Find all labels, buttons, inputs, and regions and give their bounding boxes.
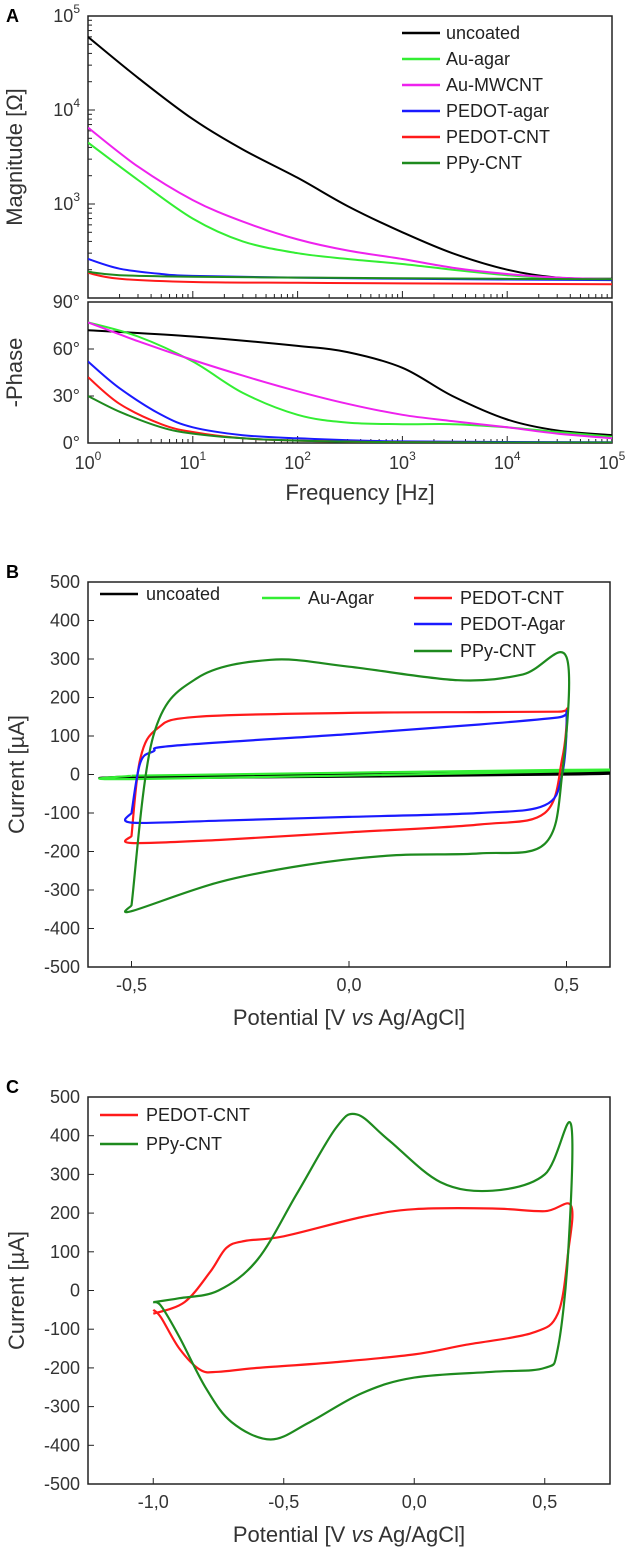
x-tick-label: 0,5	[532, 1492, 557, 1512]
y-tick-label: -500	[44, 957, 80, 977]
x-tick-label: -0,5	[268, 1492, 299, 1512]
magnitude-y-tick-label: 105	[53, 2, 80, 26]
x-tick-label: 0,5	[554, 975, 579, 995]
y-tick-label: 400	[50, 1126, 80, 1146]
frequency-axis-label: Frequency [Hz]	[285, 480, 434, 505]
magnitude-series-pedot-cnt	[88, 271, 612, 286]
legend-entry: PEDOT-CNT	[460, 588, 564, 608]
phase-series-au-mwcnt	[88, 321, 612, 440]
y-tick-label: -300	[44, 880, 80, 900]
y-tick-label: 100	[50, 1242, 80, 1262]
legend-entry: uncoated	[446, 23, 520, 43]
y-tick-label: -400	[44, 919, 80, 939]
legend-entry: PEDOT-CNT	[146, 1105, 250, 1125]
panel-c-label: C	[6, 1077, 19, 1097]
x-axis-label: Potential [V vs Ag/AgCl]	[233, 1005, 465, 1030]
y-tick-label: 100	[50, 726, 80, 746]
y-axis-label: Current [µA]	[4, 1231, 29, 1350]
x-tick-label: -0,5	[116, 975, 147, 995]
phase-y-tick-label: 30°	[53, 386, 80, 406]
phase-series-au-agar	[88, 321, 612, 438]
series-ppy-cnt	[124, 651, 571, 914]
frequency-tick-label: 104	[494, 449, 521, 473]
legend-entry: PEDOT-Agar	[460, 614, 565, 634]
phase-series-ppy-cnt	[88, 395, 612, 443]
y-tick-label: -400	[44, 1435, 80, 1455]
panel-c: C 500 400 300 200 100 0 -100 -200 -300 -400 -500 -1,…	[4, 1077, 611, 1547]
x-axis-label: Potential [V vs Ag/AgCl]	[233, 1522, 465, 1547]
y-tick-label: 200	[50, 1203, 80, 1223]
phase-y-tick-label: 90°	[53, 292, 80, 312]
legend-entry: Au-Agar	[308, 588, 374, 608]
phase-series-uncoated	[88, 329, 612, 437]
magnitude-series-ppy-cnt	[88, 270, 612, 281]
plot-frame	[87, 1096, 611, 1485]
y-tick-label: -200	[44, 1358, 80, 1378]
frequency-tick-label: 102	[284, 449, 311, 473]
legend-entry: uncoated	[146, 584, 220, 604]
magnitude-series-uncoated	[88, 36, 612, 280]
legend-entry: PEDOT-agar	[446, 101, 549, 121]
y-tick-label: 0	[70, 765, 80, 785]
y-tick-label: 300	[50, 1164, 80, 1184]
series-pedot-agar	[124, 709, 569, 825]
y-tick-label: 500	[50, 572, 80, 592]
y-tick-label: -100	[44, 803, 80, 823]
y-tick-label: 500	[50, 1087, 80, 1107]
legend-entry: PEDOT-CNT	[446, 127, 550, 147]
y-tick-label: 400	[50, 611, 80, 631]
legend-entry: Au-MWCNT	[446, 75, 543, 95]
phase-series-pedot-cnt	[88, 376, 612, 443]
frequency-tick-label: 103	[389, 449, 416, 473]
magnitude-y-axis-label: Magnitude [Ω]	[2, 88, 27, 226]
panel-a-label: A	[6, 6, 19, 26]
y-axis-label: Current [µA]	[4, 715, 29, 834]
legend-entry: PPy-CNT	[460, 641, 536, 661]
frequency-tick-label: 100	[75, 449, 102, 473]
y-tick-label: -500	[44, 1474, 80, 1494]
y-tick-label: -200	[44, 842, 80, 862]
frequency-tick-label: 105	[599, 449, 626, 473]
magnitude-y-tick-label: 104	[53, 96, 80, 120]
x-tick-label: 0,0	[402, 1492, 427, 1512]
y-tick-label: 300	[50, 649, 80, 669]
panel-a: A 103 104 105 Magnitude [Ω] 0° 30° 60° 90° -Phase…	[2, 2, 626, 505]
x-tick-label: 0,0	[336, 975, 361, 995]
y-tick-label: 200	[50, 688, 80, 708]
panel-b: B 500 400 300 200 100 0 -100 -200 -300 -400 -500 -0,…	[4, 562, 611, 1030]
series-pedot-cnt	[152, 1202, 574, 1374]
magnitude-series-au-agar	[88, 141, 612, 281]
panel-b-label: B	[6, 562, 19, 582]
magnitude-y-tick-label: 103	[53, 190, 80, 214]
magnitude-plot-frame	[87, 15, 613, 299]
legend-entry: PPy-CNT	[146, 1134, 222, 1154]
x-tick-label: -1,0	[138, 1492, 169, 1512]
phase-plot-frame	[87, 301, 613, 444]
phase-y-axis-label: -Phase	[2, 338, 27, 408]
phase-y-tick-label: 0°	[63, 433, 80, 453]
magnitude-series-au-mwcnt	[88, 126, 612, 281]
frequency-tick-label: 101	[179, 449, 206, 473]
series-au-agar	[98, 768, 610, 781]
series-ppy-cnt	[152, 1112, 574, 1441]
y-tick-label: -300	[44, 1397, 80, 1417]
y-tick-label: -100	[44, 1319, 80, 1339]
legend-entry: PPy-CNT	[446, 153, 522, 173]
legend-entry: Au-agar	[446, 49, 510, 69]
phase-y-tick-label: 60°	[53, 339, 80, 359]
y-tick-label: 0	[70, 1281, 80, 1301]
